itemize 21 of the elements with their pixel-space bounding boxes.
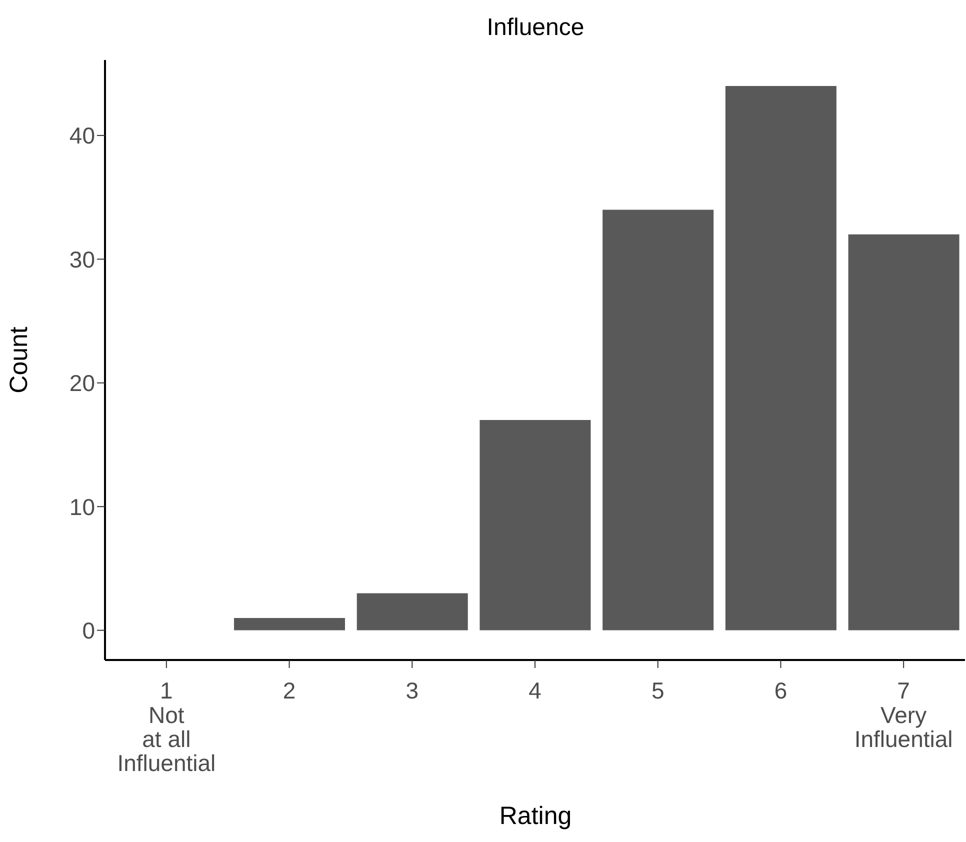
x-tick-label: 6 (774, 678, 788, 704)
bar (480, 420, 591, 630)
x-tick-label: 1 Not at all Influential (117, 678, 216, 776)
x-tick-label: 7 Very Influential (854, 678, 953, 752)
x-tick-label: 5 (651, 678, 664, 704)
x-axis-title: Rating (498, 802, 573, 831)
y-tick-label: 20 (69, 370, 95, 396)
y-tick-label: 10 (69, 494, 95, 520)
x-tick-label: 2 (282, 678, 296, 704)
bar (602, 210, 714, 630)
y-tick-label: 30 (69, 246, 95, 272)
chart-title: Influence (486, 13, 586, 43)
bar (725, 86, 836, 630)
y-axis-title: Count (4, 326, 33, 394)
bar (356, 593, 468, 630)
x-tick-label: 4 (528, 678, 542, 704)
x-tick-label: 3 (406, 678, 419, 704)
bar (234, 618, 345, 630)
bar (848, 234, 960, 630)
y-tick-label: 40 (69, 122, 95, 149)
y-tick-label: 0 (82, 617, 95, 644)
